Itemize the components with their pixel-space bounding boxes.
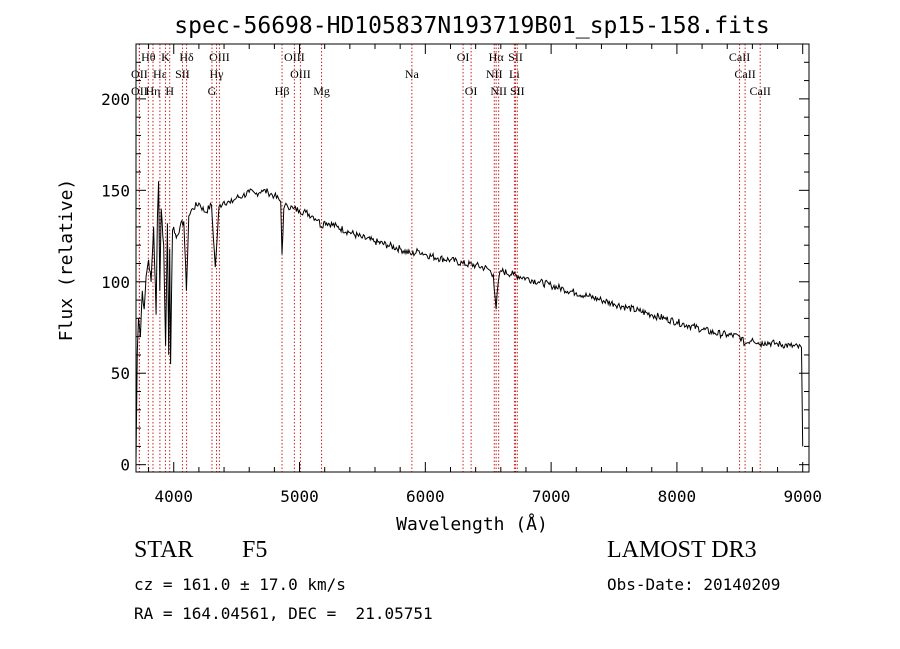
line-marker-label: Li: [509, 67, 520, 81]
line-marker-label: Na: [405, 67, 420, 81]
line-marker-label: Hε: [153, 67, 167, 81]
line-marker-label: OIII: [290, 67, 311, 81]
x-tick-label: 8000: [658, 487, 697, 506]
y-axis-label: Flux (relative): [56, 179, 77, 342]
coordinates: RA = 164.04561, DEC = 21.05751: [134, 604, 433, 623]
plot-frame: [135, 43, 810, 473]
object-class: STAR: [134, 537, 194, 563]
line-marker-label: Hθ: [141, 50, 156, 64]
line-marker-label: Hβ: [275, 84, 290, 98]
line-marker-label: OII: [131, 84, 148, 98]
line-marker-label: Mg: [313, 84, 330, 98]
y-tick-label: 0: [120, 456, 130, 475]
y-tick-label: 150: [101, 181, 130, 200]
line-marker-label: CaII: [750, 84, 771, 98]
axis-ticks: 4000 5000 6000 7000 8000 9000 0 50 100 150 200: [101, 44, 822, 506]
y-tick-label: 50: [111, 364, 130, 383]
chart-title: spec-56698-HD105837N193719B01_sp15-158.f…: [174, 13, 769, 39]
y-tick-label: 200: [101, 90, 130, 109]
line-marker-label: G: [208, 84, 217, 98]
line-marker-label: NII: [490, 84, 507, 98]
x-tick-label: 9000: [783, 487, 822, 506]
line-marker-label: K: [161, 50, 170, 64]
line-marker-label: OIII: [209, 50, 230, 64]
x-tick-label: 6000: [406, 487, 445, 506]
survey-name: LAMOST DR3: [607, 537, 757, 563]
line-marker-label: CaII: [729, 50, 750, 64]
object-subclass: F5: [242, 537, 268, 563]
line-marker-label: Hγ: [210, 67, 225, 81]
obs-date: Obs-Date: 20140209: [607, 575, 781, 594]
line-marker-label: OI: [457, 50, 470, 64]
line-marker-label: OI: [465, 84, 478, 98]
line-marker-label: SII: [175, 67, 190, 81]
spectrum-line: [135, 181, 804, 462]
line-marker-label: SII: [508, 50, 523, 64]
line-marker-label: CaII: [734, 67, 755, 81]
y-tick-label: 100: [101, 273, 130, 292]
line-marker-label: SII: [510, 84, 525, 98]
line-marker-label: Hα: [489, 50, 505, 64]
line-marker-label: OII: [131, 67, 148, 81]
x-tick-label: 7000: [532, 487, 571, 506]
line-marker-label: NII: [486, 67, 503, 81]
line-marker-label: Hη: [146, 84, 161, 98]
x-axis-label: Wavelength (Å): [396, 513, 548, 535]
redshift-cz: cz = 161.0 ± 17.0 km/s: [134, 575, 346, 594]
line-marker-label: OIII: [284, 50, 305, 64]
line-marker-label: H: [165, 84, 174, 98]
x-tick-label: 4000: [154, 487, 193, 506]
x-tick-label: 5000: [280, 487, 319, 506]
line-marker-label: Hδ: [179, 50, 194, 64]
